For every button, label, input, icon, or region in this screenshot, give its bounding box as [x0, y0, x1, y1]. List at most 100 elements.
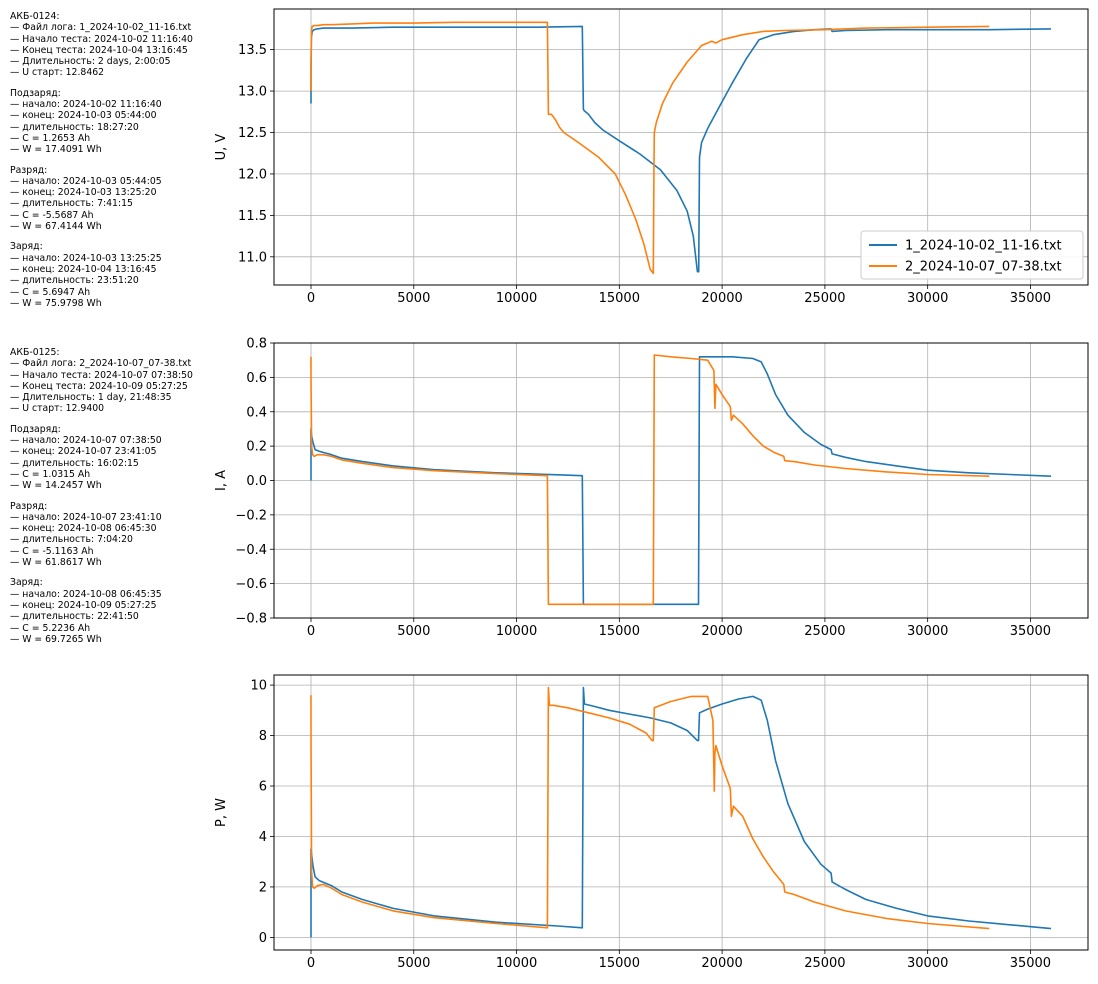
info-line: — начало: 2024-10-07 23:41:10	[10, 511, 162, 523]
info-line: — длительность: 16:02:15	[10, 457, 139, 469]
x-tick-label: 0	[307, 956, 315, 971]
x-tick-label: 35000	[1010, 956, 1051, 971]
info-line: Подзаряд:	[10, 87, 61, 99]
x-tick-label: 30000	[907, 624, 948, 639]
x-tick-label: 10000	[496, 956, 537, 971]
info-line: — Конец теста: 2024-10-04 13:16:45	[10, 44, 188, 56]
info-line: Заряд:	[10, 577, 43, 589]
x-tick-label: 5000	[397, 624, 430, 639]
info-line: — начало: 2024-10-08 06:45:35	[10, 588, 162, 600]
y-axis-label: U, V	[214, 134, 229, 161]
y-tick-label: 4	[259, 830, 267, 845]
x-tick-label: 0	[307, 291, 315, 306]
x-tick-label: 15000	[599, 624, 640, 639]
x-tick-label: 25000	[804, 956, 845, 971]
info-line: — начало: 2024-10-03 13:25:25	[10, 252, 162, 264]
info-line: — Начало теста: 2024-10-07 07:38:50	[10, 369, 193, 381]
y-axis-label: P, W	[214, 798, 229, 827]
info-line: — W = 75.9798 Wh	[10, 297, 102, 309]
info-line: — длительность: 23:51:20	[10, 275, 139, 287]
info-line: — C = 1.2653 Ah	[10, 132, 91, 144]
y-tick-label: 11.0	[238, 250, 267, 265]
info-line: — длительность: 7:04:20	[10, 534, 133, 546]
chart-panel-2: 0 5000 10000 15000 20000 25000 30000 35000 −0.8 −…	[214, 337, 1089, 639]
info-line: — W = 17.4091 Wh	[10, 144, 102, 156]
series-line-2	[310, 21, 990, 275]
legend-label-1: 1_2024-10-02_11-16.txt	[905, 239, 1062, 254]
y-tick-label: 0.6	[246, 371, 267, 386]
info-line: — Начало теста: 2024-10-02 11:16:40	[10, 33, 193, 45]
info-line: — длительность: 18:27:20	[10, 121, 139, 133]
x-tick-label: 25000	[804, 291, 845, 306]
y-tick-label: −0.8	[235, 612, 267, 627]
x-tick-label: 20000	[701, 624, 742, 639]
info-line: — конец: 2024-10-08 06:45:30	[10, 523, 157, 535]
info-line: — W = 14.2457 Wh	[10, 480, 102, 492]
info-line: АКБ-0124:	[10, 11, 60, 22]
info-block-battery-2: АКБ-0125: — Файл лога: 2_2024-10-07_07-38…	[10, 347, 193, 645]
y-tick-label: 12.0	[238, 167, 267, 182]
series-line-2	[310, 686, 990, 930]
y-tick-label: 0.8	[246, 337, 267, 352]
info-line: — Длительность: 1 day, 21:48:35	[10, 392, 172, 404]
info-line: — W = 67.4144 Wh	[10, 221, 102, 233]
x-tick-label: 10000	[496, 624, 537, 639]
info-line: — конец: 2024-10-03 13:25:20	[10, 187, 157, 199]
y-tick-label: −0.4	[235, 543, 267, 558]
info-line: — начало: 2024-10-07 07:38:50	[10, 435, 162, 447]
info-line: — Файл лога: 2_2024-10-07_07-38.txt	[10, 358, 192, 370]
x-tick-label: 5000	[397, 956, 430, 971]
y-tick-label: 2	[259, 880, 267, 895]
info-block-battery-1: АКБ-0124: — Файл лога: 1_2024-10-02_11-16…	[10, 11, 193, 309]
info-line: — начало: 2024-10-03 05:44:05	[10, 175, 162, 187]
x-tick-label: 5000	[397, 291, 430, 306]
series-line-1	[310, 355, 1052, 606]
y-tick-label: 10	[250, 679, 267, 694]
y-tick-label: 8	[259, 729, 267, 744]
x-tick-label: 0	[307, 624, 315, 639]
info-line: — длительность: 7:41:15	[10, 198, 133, 210]
y-tick-label: 13.5	[238, 43, 267, 58]
info-line: — C = -5.1163 Ah	[10, 545, 94, 557]
x-tick-label: 25000	[804, 624, 845, 639]
y-tick-label: 6	[259, 780, 267, 795]
info-line: — Длительность: 2 days, 2:00:05	[10, 56, 171, 68]
info-line: — Файл лога: 1_2024-10-02_11-16.txt	[10, 22, 192, 34]
info-line: — U старт: 12.8462	[10, 67, 105, 79]
info-line: — конец: 2024-10-09 05:27:25	[10, 599, 157, 611]
info-line: — конец: 2024-10-07 23:41:05	[10, 446, 157, 458]
series-line-2	[310, 354, 990, 606]
info-line: — W = 69.7265 Wh	[10, 633, 102, 645]
x-tick-label: 15000	[599, 291, 640, 306]
info-line: — начало: 2024-10-02 11:16:40	[10, 99, 162, 111]
axes-frame	[273, 674, 1089, 951]
y-tick-label: 0.4	[246, 405, 267, 420]
info-line: Разряд:	[10, 500, 48, 512]
info-line: — конец: 2024-10-03 05:44:00	[10, 110, 157, 122]
y-tick-label: −0.6	[235, 577, 267, 592]
x-tick-label: 35000	[1010, 624, 1051, 639]
info-line: — C = 5.2236 Ah	[10, 622, 91, 634]
y-tick-label: 12.5	[238, 126, 267, 141]
y-tick-label: 0.0	[246, 474, 267, 489]
info-line: — U старт: 12.9400	[10, 403, 105, 415]
legend-label-2: 2_2024-10-07_07-38.txt	[905, 260, 1062, 275]
x-tick-label: 30000	[907, 291, 948, 306]
y-tick-label: −0.2	[235, 508, 267, 523]
info-line: — W = 61.8617 Wh	[10, 557, 102, 569]
info-line: Подзаряд:	[10, 423, 61, 435]
axes-frame	[273, 8, 1089, 286]
y-tick-label: 0	[259, 931, 267, 946]
x-tick-label: 10000	[496, 291, 537, 306]
y-tick-label: 11.5	[238, 209, 267, 224]
x-tick-label: 15000	[599, 956, 640, 971]
legend-box	[860, 230, 1084, 280]
x-tick-label: 35000	[1010, 291, 1051, 306]
chart-panel-3: 0 5000 10000 15000 20000 25000 30000 35000 0 2 4 6 8…	[214, 674, 1089, 971]
info-line: — C = -5.5687 Ah	[10, 209, 94, 221]
info-line: — конец: 2024-10-04 13:16:45	[10, 263, 157, 275]
x-tick-label: 20000	[701, 956, 742, 971]
legend: 1_2024-10-02_11-16.txt 2_2024-10-07_07-38…	[860, 230, 1084, 280]
info-line: АКБ-0125:	[10, 347, 60, 358]
